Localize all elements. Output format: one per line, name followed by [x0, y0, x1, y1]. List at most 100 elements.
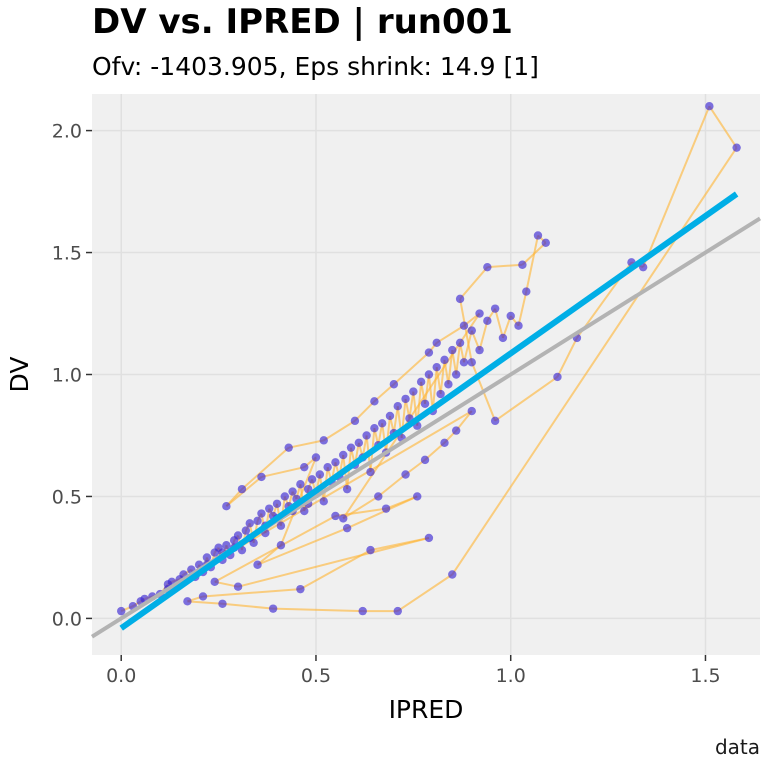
series-line-segment	[494, 376, 559, 422]
series-line-segment	[427, 374, 434, 412]
y-tick-label: 0.5	[52, 486, 82, 508]
series-line-segment	[408, 391, 415, 419]
data-point	[432, 362, 441, 372]
data-point	[483, 316, 492, 326]
series-line-segment	[556, 337, 578, 378]
series-line-segment	[455, 342, 462, 375]
data-point	[732, 143, 741, 152]
data-point	[705, 101, 714, 111]
series-line-segment	[424, 374, 430, 404]
data-point	[370, 397, 379, 406]
series-line-segment	[642, 105, 711, 268]
data-point	[401, 394, 410, 404]
data-point	[257, 509, 266, 518]
series-line-segment	[708, 105, 738, 149]
data-point	[222, 541, 231, 550]
data-point	[319, 497, 328, 506]
data-point	[444, 380, 453, 389]
data-point	[475, 345, 484, 355]
data-point	[436, 389, 445, 399]
data-point	[424, 370, 434, 379]
data-point	[553, 372, 562, 382]
x-tick-label: 1.5	[690, 665, 720, 687]
series-line-segment	[393, 351, 430, 385]
data-point	[385, 411, 395, 421]
data-point	[432, 338, 441, 347]
data-point	[448, 570, 457, 579]
data-point	[451, 426, 461, 435]
series-line-segment	[273, 607, 363, 613]
data-point	[288, 487, 297, 496]
data-point	[265, 504, 274, 513]
data-point	[413, 492, 422, 501]
series-line-segment	[521, 242, 547, 266]
data-point	[323, 462, 332, 472]
data-point	[490, 304, 500, 313]
data-point	[241, 526, 251, 535]
data-point	[202, 553, 212, 562]
data-point	[276, 521, 286, 530]
data-point	[377, 419, 387, 428]
data-point	[342, 523, 352, 533]
data-point	[268, 604, 278, 613]
data-point	[366, 467, 375, 477]
data-point	[296, 584, 305, 594]
plot-caption: data	[714, 735, 760, 759]
data-point	[272, 499, 282, 508]
series-line-segment	[381, 423, 388, 453]
data-point	[366, 545, 375, 555]
data-point	[416, 377, 426, 387]
data-point	[467, 358, 476, 367]
data-point	[420, 399, 430, 408]
x-tick-label: 1.0	[496, 665, 526, 687]
series-line-segment	[431, 367, 438, 412]
data-point	[253, 516, 262, 526]
data-point	[389, 380, 399, 389]
data-point	[296, 480, 305, 489]
data-point	[210, 577, 219, 587]
data-point	[358, 606, 367, 616]
data-point	[393, 402, 402, 411]
series-line-segment	[517, 291, 528, 326]
data-point	[257, 472, 266, 482]
data-point	[424, 348, 434, 357]
y-axis-title: DV	[5, 357, 34, 393]
series-line-segment	[377, 473, 407, 498]
series-line-segment	[392, 406, 399, 434]
data-point	[514, 321, 523, 330]
trend-line	[119, 191, 739, 631]
data-point	[393, 606, 402, 616]
data-point	[370, 423, 379, 433]
series-line-segment	[237, 536, 430, 588]
data-point	[381, 504, 391, 513]
data-point	[518, 260, 527, 269]
data-point	[233, 531, 243, 540]
data-point	[467, 406, 476, 416]
series-line-segment	[459, 298, 473, 363]
series-line-segment	[424, 442, 446, 461]
series-line-segment	[487, 263, 523, 269]
data-point	[315, 470, 325, 479]
data-point	[354, 438, 364, 447]
data-point	[276, 541, 286, 550]
series-line-segment	[436, 324, 465, 344]
gridlines	[92, 94, 760, 655]
data-point	[342, 484, 352, 494]
series-line-segment	[373, 383, 395, 403]
series-line-segment	[202, 588, 301, 598]
data-point	[319, 436, 328, 445]
series-line-segment	[397, 573, 453, 612]
data-point	[346, 443, 356, 452]
data-point	[533, 231, 543, 240]
data-point	[475, 309, 484, 318]
chart-subtitle: Ofv: -1403.905, Eps shrink: 14.9 [1]	[92, 52, 539, 81]
data-point	[331, 511, 340, 521]
data-point	[300, 462, 309, 472]
series-line-segment	[256, 544, 282, 566]
series-line-segment	[354, 400, 376, 422]
data-point	[339, 450, 348, 460]
data-point	[490, 416, 500, 426]
y-tick-label: 2.0	[52, 121, 82, 143]
data-point	[284, 443, 293, 452]
